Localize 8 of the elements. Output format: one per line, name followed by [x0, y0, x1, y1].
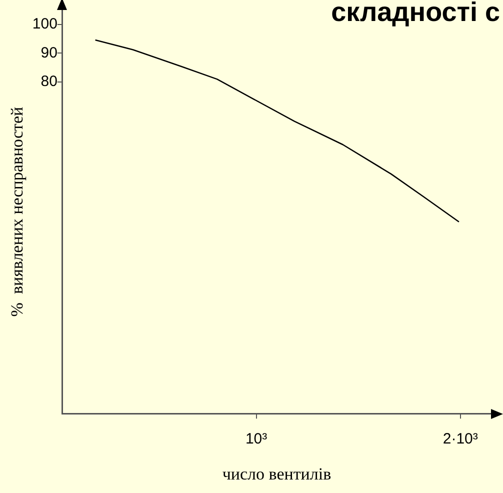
chart-title: складності с	[331, 0, 500, 27]
y-tick-label: 100	[32, 16, 58, 33]
y-tick-label: 90	[40, 44, 58, 62]
x-tick-label: 10³	[245, 430, 268, 448]
x-axis-title: число вентилів	[222, 464, 332, 484]
y-axis-title: % виявлених несправностей	[8, 106, 27, 317]
x-tick-label: 2·10³	[442, 430, 478, 448]
y-tick-label: 80	[40, 73, 58, 90]
